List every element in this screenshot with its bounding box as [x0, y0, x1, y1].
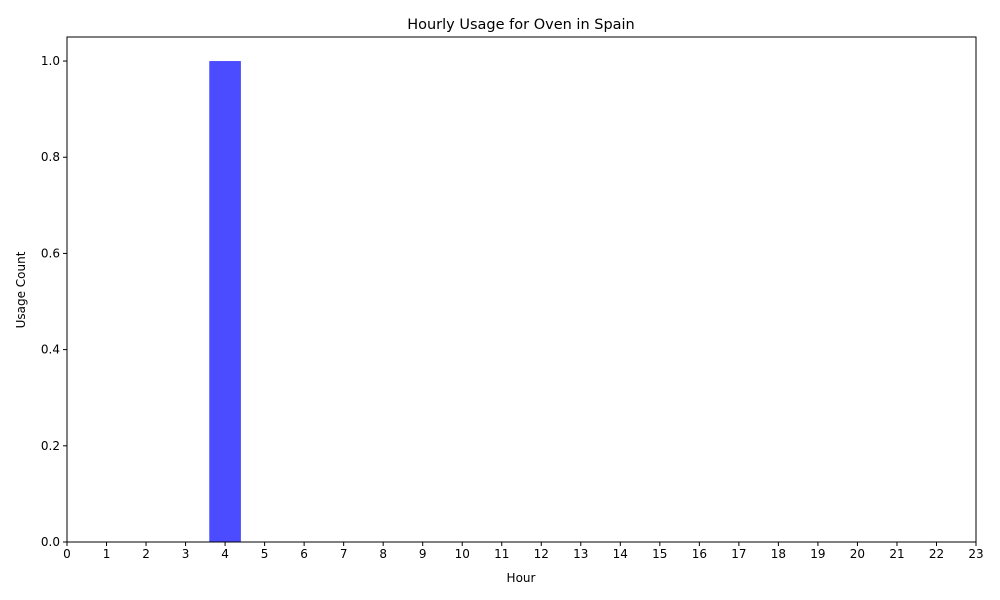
x-tick-label: 17 [731, 547, 746, 561]
x-tick-label: 13 [573, 547, 588, 561]
x-tick-label: 22 [929, 547, 944, 561]
x-tick-label: 16 [692, 547, 707, 561]
x-tick-label: 21 [889, 547, 904, 561]
x-tick-label: 5 [261, 547, 269, 561]
axes-frame [66, 36, 977, 543]
x-tick-label: 0 [63, 547, 71, 561]
x-tick-label: 12 [534, 547, 549, 561]
y-tick-label: 0.8 [41, 150, 60, 164]
x-tick-label: 8 [379, 547, 387, 561]
x-tick-label: 10 [455, 547, 470, 561]
y-axis-title: Usage Count [14, 251, 28, 328]
y-tick-label: 0.0 [41, 535, 60, 549]
x-tick-label: 23 [968, 547, 983, 561]
x-tick-label: 2 [142, 547, 150, 561]
y-tick-label: 0.4 [41, 343, 60, 357]
x-tick-label: 15 [652, 547, 667, 561]
y-tick-label: 0.2 [41, 439, 60, 453]
plot-area: 0 1 2 3 4 5 6 7 8 9 10 11 12 13 14 15 16 17 18 19 20 21 22 230.… [41, 36, 984, 561]
x-tick-label: 6 [300, 547, 308, 561]
x-tick-label: 1 [103, 547, 111, 561]
x-tick-label: 20 [850, 547, 865, 561]
x-tick-label: 7 [340, 547, 348, 561]
x-tick-label: 9 [419, 547, 427, 561]
x-tick-label: 14 [613, 547, 628, 561]
y-tick-label: 0.6 [41, 246, 60, 260]
x-tick-label: 4 [221, 547, 229, 561]
x-tick-label: 11 [494, 547, 509, 561]
x-tick-label: 18 [771, 547, 786, 561]
x-axis-title: Hour [507, 571, 536, 585]
x-tick-label: 3 [182, 547, 190, 561]
chart-title: Hourly Usage for Oven in Spain [407, 17, 635, 33]
bar-hour-4 [209, 61, 241, 543]
y-tick-label: 1.0 [41, 54, 60, 68]
x-tick-label: 19 [810, 547, 825, 561]
